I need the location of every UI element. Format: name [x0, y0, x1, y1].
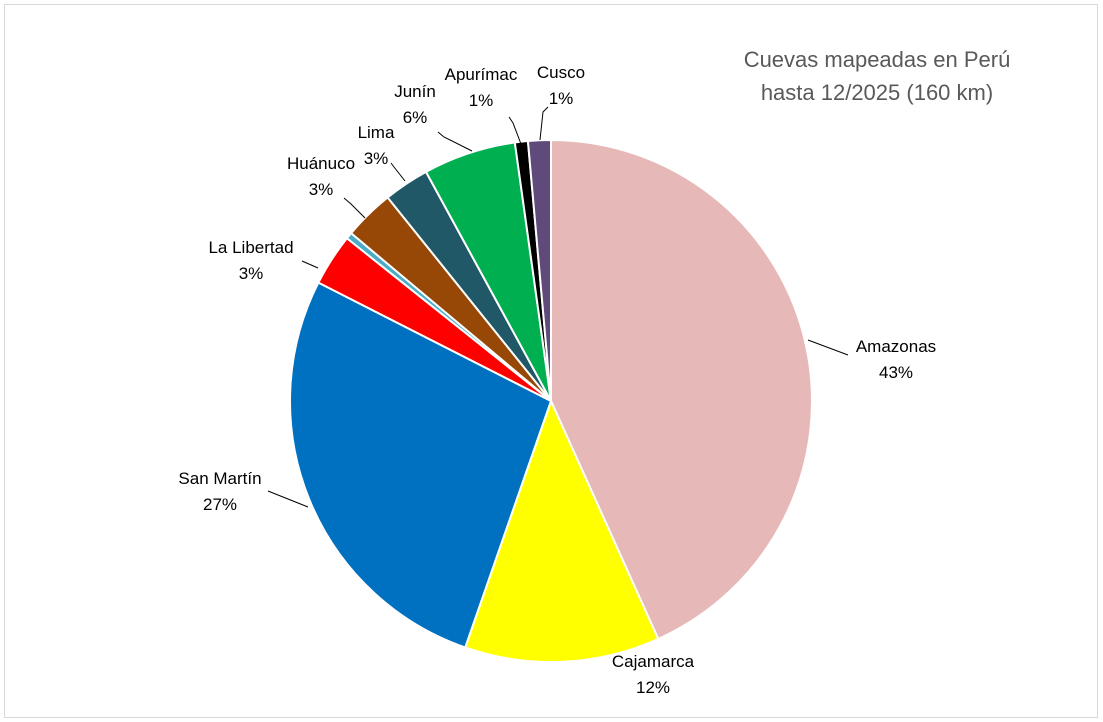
slice-label-value-huanuco: 3% [309, 180, 334, 199]
slice-label-value-lima: 3% [364, 149, 389, 168]
leader-line-amazonas [807, 339, 849, 356]
pie-slice-san-martin [289, 281, 553, 649]
leader-lines [267, 106, 849, 508]
slice-label-name-huanuco: Huánuco [287, 154, 355, 173]
pie-slice-amazonas [550, 138, 813, 641]
slice-label-value-cusco: 1% [549, 89, 574, 108]
slice-label-name-amazonas: Amazonas [856, 337, 936, 356]
slice-label-value-amazonas: 43% [879, 363, 913, 382]
slice-label-value-la-libertad: 3% [239, 264, 264, 283]
leader-line-cusco [539, 106, 549, 141]
pie-slice-cusco [526, 138, 552, 402]
chart-title-line-2: hasta 12/2025 (160 km) [761, 80, 993, 105]
pie-slice-cajamarca [463, 398, 660, 663]
slice-label-name-apurimac: Apurímac [445, 65, 518, 84]
leader-line-apurimac [508, 116, 522, 145]
slice-label-value-junin: 6% [403, 108, 428, 127]
pie-slices [289, 138, 813, 663]
slice-label-name-junin: Junín [394, 82, 436, 101]
leader-line-junin [437, 131, 473, 152]
leader-line-la-libertad [301, 260, 319, 269]
leader-line-huanuco [343, 197, 366, 219]
chart-title-line-1: Cuevas mapeadas en Perú [744, 47, 1011, 72]
slice-label-name-cusco: Cusco [537, 63, 585, 82]
slice-label-name-san-martin: San Martín [178, 469, 261, 488]
leader-line-san-martin [267, 490, 309, 508]
slice-label-name-la-libertad: La Libertad [208, 238, 293, 257]
slice-label-value-cajamarca: 12% [636, 678, 670, 697]
slice-label-name-lima: Lima [358, 123, 395, 142]
data-labels: Amazonas 43% Cajamarca 12% San Martín 27% La L… [178, 63, 936, 697]
leader-line-lima [390, 162, 406, 182]
slice-label-name-cajamarca: Cajamarca [612, 652, 695, 671]
slice-label-value-apurimac: 1% [469, 91, 494, 110]
slice-label-value-san-martin: 27% [203, 495, 237, 514]
